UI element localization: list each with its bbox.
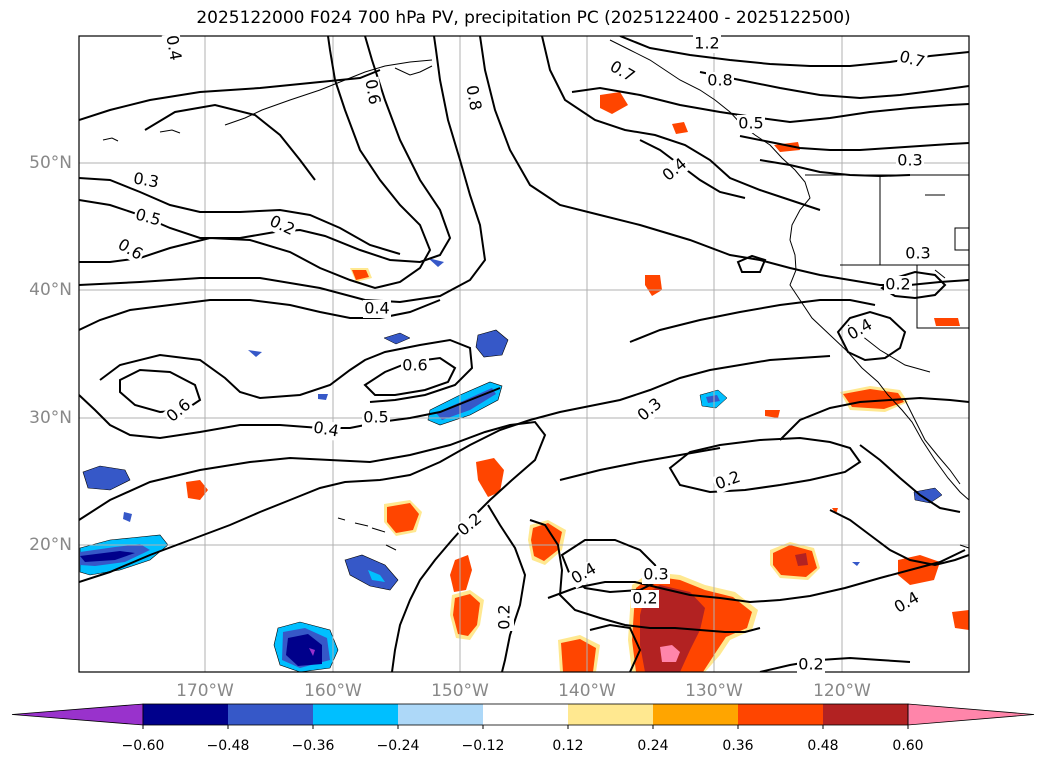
colorbar-tick-label: −0.60 [122,738,165,754]
contour-label-background [132,205,164,231]
contour-label: 0.4 [312,417,340,440]
contour-label: 0.7 [898,47,928,72]
contour-label: 0.6 [163,395,195,426]
colorbar-tick-label: −0.48 [207,738,250,754]
contour-label-background [363,300,391,318]
contour-label-background [737,115,765,133]
colorbar-tick-label: −0.24 [377,738,420,754]
contour-label-background [711,467,745,495]
contour-label-background [401,357,429,375]
contour-label-background [161,32,185,64]
contour-label: 0.4 [891,588,923,617]
longitude-label: 120°W [813,681,871,701]
contour-label-background [890,588,924,618]
colorbar-segment [738,704,823,725]
contour-label-background [496,603,514,631]
contour-label-background [843,315,877,345]
contour-label-background [658,154,692,186]
contour-label-background [130,169,162,193]
contour-label-background [360,76,384,108]
colorbar-segment [823,704,908,725]
contour-label: 0.6 [361,78,384,106]
map-frame [78,35,970,673]
colorbar-tick-label: 0.48 [807,738,838,754]
contour-label: 0.2 [267,211,298,239]
contour-label-background [362,409,390,427]
contour-label: 0.3 [132,168,160,191]
longitude-label: 130°W [685,681,743,701]
contour-label: 0.2 [495,604,514,629]
colorbar-segment [143,704,228,725]
latitude-label: 30°N [29,408,72,428]
contour-label: 0.8 [462,84,485,112]
contour-label-background [162,395,196,427]
contour-label: 0.2 [885,275,910,294]
contour-label-background [633,394,667,426]
contour-label: 0.4 [659,154,691,185]
colorbar-extend-min [11,703,144,726]
colorbar-segment [483,704,568,725]
colorbar-segment [228,704,313,725]
map-title: 2025122000 F024 700 hPa PV, precipitatio… [196,8,851,28]
contour-label-background [884,276,912,294]
contour-label: 0.3 [897,151,922,170]
contour-label-background [904,245,932,263]
contour-label: 0.3 [643,565,668,584]
contour-label-background [706,72,734,90]
contour-label: 0.2 [798,655,823,674]
contour-label: 0.4 [162,34,185,62]
contour-label-background [265,211,299,241]
colorbar-segment [398,704,483,725]
contour-label: 0.8 [707,71,732,90]
contour-label-background [693,35,721,53]
contour-label: 0.4 [364,299,389,318]
contour-label: 1.2 [694,34,719,53]
longitude-label: 170°W [176,681,234,701]
neg-blob-145w [475,329,509,358]
contour-label-background [797,656,825,674]
colorbar-tick-label: 0.36 [722,738,753,754]
colorbar-extend-max [907,703,1035,726]
longitude-label: 140°W [558,681,616,701]
colorbar-outline [142,703,909,726]
contour-label-background [642,566,670,584]
latitude-label: 40°N [29,280,72,300]
contour-label-background [310,418,342,442]
colorbar-segment [313,704,398,725]
contour-label: 0.6 [115,235,147,264]
colorbar-tick-label: 0.12 [552,738,583,754]
contour-label: 0.3 [905,244,930,263]
neg-blob-w-b [82,465,131,491]
contour-label: 0.7 [607,57,639,86]
contour-label: 0.5 [363,408,388,427]
contour-label-background [567,559,601,589]
contour-label: 0.2 [454,509,486,540]
contour-label-background [461,82,485,114]
latitude-label: 50°N [29,153,72,173]
contour-label-background [896,152,924,170]
contour-label-background [631,590,659,608]
contour-label-background [113,235,147,265]
contour-label-background [453,509,487,541]
colorbar [11,703,1035,726]
latitude-label: 20°N [29,535,72,555]
colorbar-tick-label: −0.12 [462,738,505,754]
contour-label-background [605,57,639,87]
longitude-label: 150°W [431,681,489,701]
contour-label: 0.5 [738,114,763,133]
contour-label: 0.3 [634,394,666,425]
contour-label-background [896,47,928,73]
colorbar-segment [568,704,653,725]
longitude-label: 160°W [304,681,362,701]
colorbar-tick-label: 0.60 [892,738,923,754]
colorbar-tick-label: −0.36 [292,738,335,754]
contour-label: 0.6 [402,356,427,375]
colorbar-tick-label: 0.24 [637,738,668,754]
precipitation-shading [79,92,969,672]
colorbar-segment [653,704,738,725]
contour-label: 0.2 [632,589,657,608]
contour-label: 0.5 [134,205,164,230]
pv-contours [79,36,969,672]
